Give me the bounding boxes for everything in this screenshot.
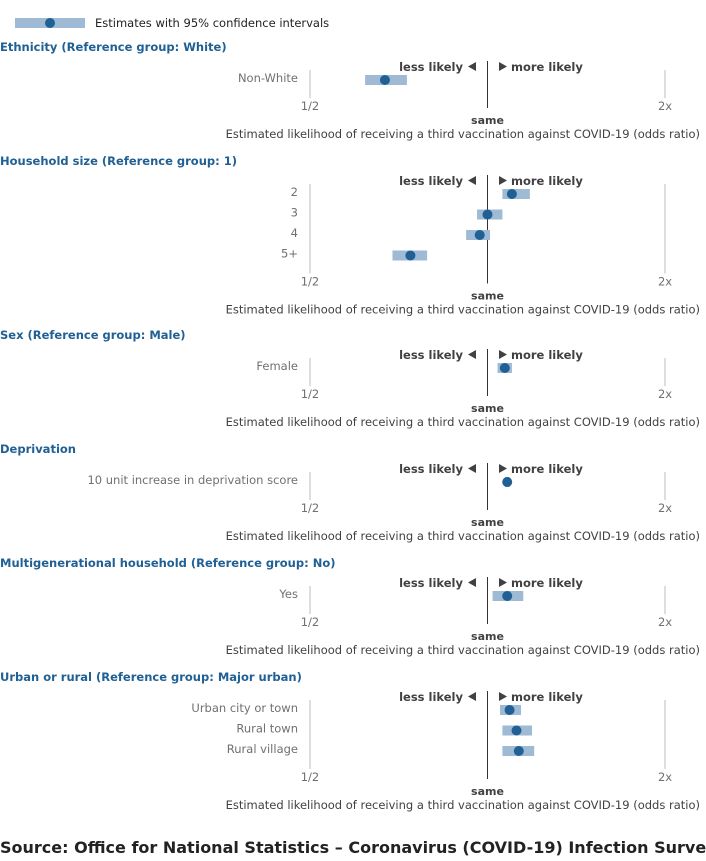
more-likely-label: more likely [511,348,583,362]
legend-point-swatch [45,18,55,28]
category-label: Urban city or town [191,701,298,715]
left-arrow-icon [468,62,476,71]
tick-label-left: 1/2 [301,501,320,515]
category-label: 10 unit increase in deprivation score [87,473,298,487]
estimate-point [474,230,485,240]
tick-label-left: 1/2 [301,770,320,784]
x-axis-label: Estimated likelihood of receiving a thir… [226,643,700,657]
category-label: Rural village [227,742,298,756]
less-likely-label: less likely [399,348,463,362]
source-note: Source: Office for National Statistics –… [0,838,706,857]
right-arrow-icon [499,464,507,473]
right-arrow-icon [499,176,507,185]
left-arrow-icon [468,176,476,185]
x-axis-label: Estimated likelihood of receiving a thir… [226,303,700,317]
tick-label-right: 2x [658,275,672,289]
less-likely-label: less likely [399,60,463,74]
more-likely-label: more likely [511,60,583,74]
left-arrow-icon [468,578,476,587]
estimate-point [511,725,522,736]
less-likely-label: less likely [399,462,463,476]
panel-title: Ethnicity (Reference group: White) [0,40,227,54]
estimate-point [513,746,524,756]
more-likely-label: more likely [511,690,583,704]
more-likely-label: more likely [511,576,583,590]
tick-label-left: 1/2 [301,615,320,629]
tick-label-right: 2x [658,501,672,515]
estimate-point [502,477,513,487]
panel-title: Deprivation [0,442,76,456]
tick-label-same: same [471,290,504,303]
panel-title: Multigenerational household (Reference g… [0,556,335,570]
right-arrow-icon [499,62,507,71]
category-label: Female [256,359,298,373]
tick-label-same: same [471,785,504,798]
tick-label-same: same [471,114,504,127]
less-likely-label: less likely [399,174,463,188]
x-axis-label: Estimated likelihood of receiving a thir… [226,529,700,543]
tick-label-right: 2x [658,615,672,629]
category-label: 2 [291,185,298,199]
x-axis-label: Estimated likelihood of receiving a thir… [226,127,700,141]
x-axis-label: Estimated likelihood of receiving a thir… [226,415,700,429]
estimate-point [379,75,390,85]
estimate-point [504,705,515,715]
category-label: 3 [291,206,298,220]
x-axis-label: Estimated likelihood of receiving a thir… [226,798,700,812]
tick-label-right: 2x [658,387,672,401]
tick-label-same: same [471,516,504,529]
left-arrow-icon [468,692,476,701]
tick-label-right: 2x [658,770,672,784]
category-label: Rural town [236,722,298,736]
estimate-point [502,591,513,601]
estimate-point [482,209,493,220]
panel-title: Sex (Reference group: Male) [0,328,186,342]
category-label: Yes [278,587,298,601]
estimate-point [506,189,517,199]
tick-label-same: same [471,402,504,415]
tick-label-right: 2x [658,99,672,113]
less-likely-label: less likely [399,576,463,590]
legend-label: Estimates with 95% confidence intervals [95,16,329,30]
panel-title: Urban or rural (Reference group: Major u… [0,670,302,684]
tick-label-left: 1/2 [301,275,320,289]
left-arrow-icon [468,464,476,473]
right-arrow-icon [499,578,507,587]
estimate-point [405,250,416,261]
right-arrow-icon [499,692,507,701]
estimate-point [499,363,510,373]
more-likely-label: more likely [511,174,583,188]
category-label: 5+ [281,247,298,261]
panel-title: Household size (Reference group: 1) [0,154,237,168]
right-arrow-icon [499,350,507,359]
left-arrow-icon [468,350,476,359]
category-label: 4 [291,226,298,240]
tick-label-left: 1/2 [301,99,320,113]
tick-label-left: 1/2 [301,387,320,401]
more-likely-label: more likely [511,462,583,476]
less-likely-label: less likely [399,690,463,704]
category-label: Non-White [238,71,298,85]
tick-label-same: same [471,630,504,643]
